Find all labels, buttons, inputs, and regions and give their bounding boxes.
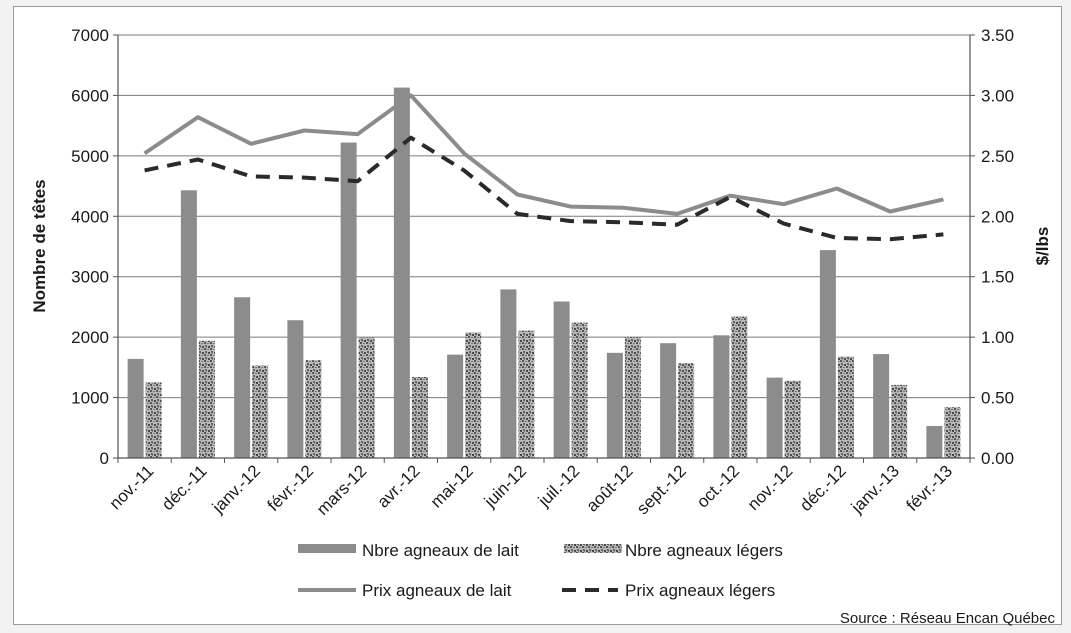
bar-agneaux-lait: [926, 425, 943, 458]
y-right-tick-label: 0.50: [981, 389, 1014, 408]
y-axis-right-title: $/lbs: [1033, 227, 1052, 266]
y-axis-left-title: Nombre de têtes: [30, 179, 49, 312]
bar-agneaux-lait: [287, 320, 304, 458]
bar-agneaux-legers: [571, 322, 588, 458]
y-right-tick-label: 1.50: [981, 268, 1014, 287]
legend-label-line-legers: Prix agneaux légers: [625, 581, 775, 600]
y-left-tick-label: 7000: [71, 26, 109, 45]
bar-agneaux-legers: [518, 330, 535, 458]
price-lines: [143, 93, 944, 242]
y-left-tick-label: 5000: [71, 147, 109, 166]
bar-agneaux-legers: [944, 407, 961, 458]
y-left-tick-label: 3000: [71, 268, 109, 287]
bar-agneaux-lait: [180, 190, 197, 458]
y-left-tick-label: 6000: [71, 86, 109, 105]
x-tick-label: mars-12: [313, 461, 371, 519]
legend-label-bar-legers: Nbre agneaux légers: [625, 541, 783, 560]
x-tick-label: janv.-12: [208, 461, 264, 517]
x-tick-label: août-12: [582, 461, 636, 515]
y-left-tick-label: 1000: [71, 389, 109, 408]
axes: [113, 34, 975, 463]
bar-agneaux-legers: [358, 337, 375, 458]
y-right-tick-label: 2.50: [981, 147, 1014, 166]
bar-agneaux-lait: [447, 354, 464, 458]
y-right-tick-label: 3.50: [981, 26, 1014, 45]
x-tick-label: févr.-13: [903, 461, 957, 515]
bar-agneaux-legers: [891, 384, 908, 458]
bar-agneaux-lait: [500, 289, 517, 458]
bar-agneaux-legers: [678, 363, 695, 458]
x-tick-label: févr.-12: [264, 461, 318, 515]
x-tick-label: sept.-12: [633, 461, 690, 518]
bar-agneaux-legers: [465, 332, 482, 458]
bar-agneaux-lait: [873, 354, 890, 458]
x-tick-label: nov.-11: [106, 461, 158, 513]
legend-label-bar-lait: Nbre agneaux de lait: [362, 541, 519, 560]
bar-agneaux-legers: [252, 365, 269, 458]
y-right-tick-label: 1.00: [981, 328, 1014, 347]
bar-agneaux-lait: [819, 250, 836, 458]
bar-agneaux-lait: [340, 142, 357, 458]
bar-agneaux-lait: [127, 358, 144, 458]
legend-label-line-lait: Prix agneaux de lait: [362, 581, 512, 600]
bars: [127, 87, 961, 458]
y-right-tick-label: 3.00: [981, 86, 1014, 105]
bar-agneaux-legers: [624, 337, 641, 458]
y-right-tick-label: 2.00: [981, 207, 1014, 226]
source-note: Source : Réseau Encan Québec: [840, 610, 1056, 627]
legend: Nbre agneaux de lait Nbre agneaux légers…: [298, 541, 783, 600]
bar-agneaux-legers: [145, 382, 162, 458]
y-left-tick-label: 4000: [71, 207, 109, 226]
x-tick-label: déc.-12: [796, 461, 850, 515]
x-tick-label: avr.-12: [374, 461, 424, 511]
bar-agneaux-legers: [411, 377, 428, 458]
bar-agneaux-lait: [713, 335, 730, 458]
x-tick-label: juin-12: [480, 461, 530, 511]
bar-agneaux-legers: [305, 360, 322, 458]
x-tick-label: mai-12: [427, 461, 477, 511]
bar-agneaux-legers: [784, 380, 801, 458]
bar-agneaux-lait: [766, 377, 783, 458]
bar-agneaux-lait: [393, 87, 410, 458]
legend-swatch-bar-legers: [564, 544, 622, 553]
line-prix-agneaux-lait: [143, 93, 944, 216]
x-tick-label: janv.-13: [847, 461, 903, 517]
bar-agneaux-lait: [553, 301, 570, 458]
line-prix-agneaux-legers: [144, 135, 944, 242]
bar-agneaux-lait: [234, 297, 251, 458]
y-right-tick-label: 0.00: [981, 449, 1014, 468]
bar-agneaux-legers: [731, 316, 748, 458]
bar-agneaux-legers: [198, 340, 215, 458]
x-tick-label: juil.-12: [534, 461, 584, 511]
legend-swatch-bar-lait: [298, 544, 356, 553]
bar-agneaux-lait: [660, 343, 677, 458]
x-tick-label: nov.-12: [744, 461, 797, 514]
bar-agneaux-legers: [837, 356, 854, 458]
x-tick-label: oct.-12: [693, 461, 743, 511]
x-tick-label: déc.-11: [158, 461, 211, 514]
y-left-tick-label: 0: [100, 449, 109, 468]
y-left-tick-label: 2000: [71, 328, 109, 347]
bar-agneaux-lait: [606, 352, 623, 458]
